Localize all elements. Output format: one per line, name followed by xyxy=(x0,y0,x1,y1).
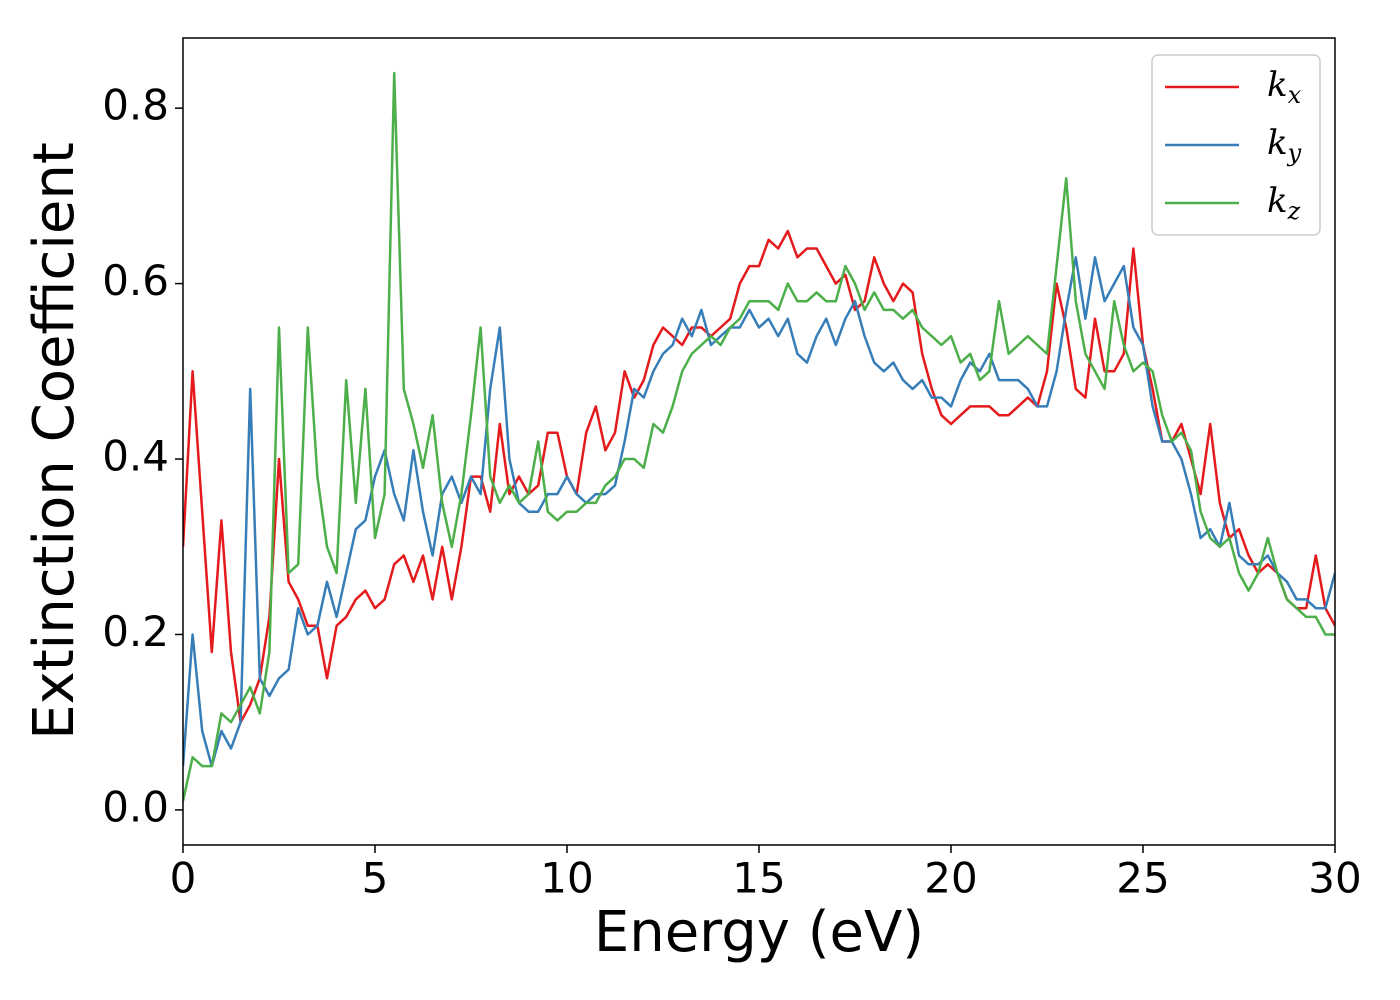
x-tick-label: 15 xyxy=(732,854,785,903)
x-tick-label: 20 xyxy=(924,854,977,903)
x-tick-label: 5 xyxy=(362,854,389,903)
x-tick-label: 10 xyxy=(540,854,593,903)
x-tick-label: 25 xyxy=(1116,854,1169,903)
data-line xyxy=(183,71,1335,802)
x-axis-label: Energy (eV) xyxy=(594,900,924,965)
legend-label: kx xyxy=(1267,65,1302,109)
data-line xyxy=(183,256,1335,768)
x-tick-label: 0 xyxy=(170,854,197,903)
data-line xyxy=(183,229,1335,724)
legend-label: kz xyxy=(1267,181,1301,225)
y-tick-label: 0.6 xyxy=(102,256,169,305)
legend-label: ky xyxy=(1267,123,1302,167)
y-tick-label: 0.0 xyxy=(102,782,169,831)
plot-frame xyxy=(182,37,1336,846)
y-tick-label: 0.8 xyxy=(102,81,169,130)
y-tick-label: 0.4 xyxy=(102,432,169,481)
x-tick-label: 30 xyxy=(1308,854,1361,903)
y-tick-label: 0.2 xyxy=(102,607,169,656)
y-axis-label: Extinction Coefficient xyxy=(22,142,87,740)
